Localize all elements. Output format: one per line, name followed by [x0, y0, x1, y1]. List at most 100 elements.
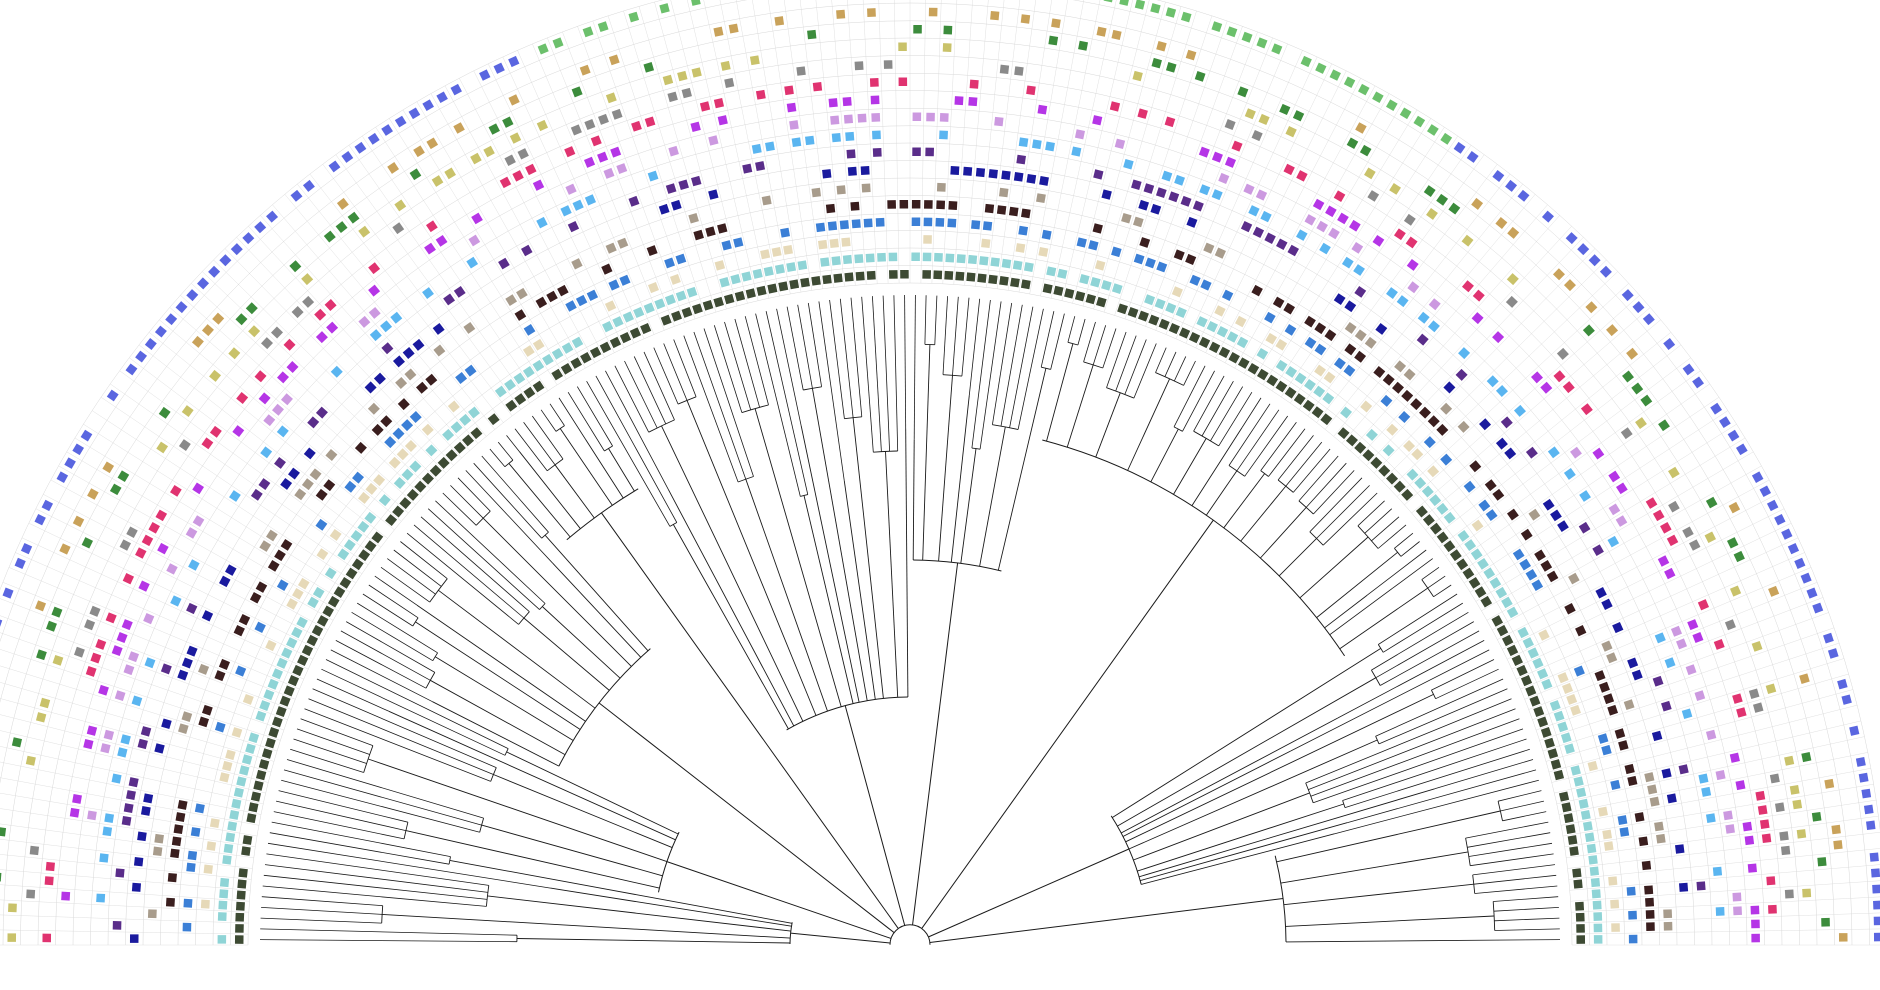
heatmap-cell: [654, 298, 666, 310]
tree-leaf-branch: [942, 296, 948, 375]
heatmap-cell: [1314, 364, 1326, 377]
heatmap-cell: [166, 563, 178, 575]
heatmap-cell: [1211, 21, 1223, 33]
heatmap-cell: [1340, 406, 1353, 419]
grid-ring-line: [0, 20, 1835, 946]
heatmap-cell: [1525, 685, 1537, 697]
grid-spoke-line: [0, 649, 281, 741]
heatmap-cell: [431, 175, 444, 187]
heatmap-cell: [1519, 558, 1532, 571]
heatmap-cell: [25, 755, 36, 766]
tree-leaf-branch: [1260, 422, 1297, 471]
heatmap-cell: [435, 234, 448, 247]
heatmap-cell: [1635, 417, 1647, 429]
heatmap-cell: [789, 120, 799, 130]
heatmap-cell: [1016, 154, 1026, 165]
tree-leaf-branch: [1313, 728, 1524, 804]
heatmap-cell: [1525, 568, 1538, 581]
heatmap-cell: [939, 113, 949, 122]
tree-leaf-branch: [283, 769, 482, 826]
heatmap-cell: [572, 199, 584, 211]
heatmap-cell: [597, 21, 609, 33]
heatmap-cell: [121, 815, 132, 826]
heatmap-cell: [867, 8, 876, 17]
heatmap-cell: [165, 897, 175, 907]
heatmap-cell: [1174, 174, 1185, 186]
tree-leaf-branch: [260, 917, 382, 924]
heatmap-cell: [1531, 579, 1544, 591]
heatmap-cell: [872, 130, 881, 140]
heatmap-cell: [225, 749, 236, 761]
heatmap-cell: [238, 613, 251, 626]
heatmap-cell: [967, 254, 978, 265]
heatmap-cell: [1586, 843, 1597, 854]
heatmap-cell: [0, 827, 7, 837]
heatmap-cell: [442, 428, 455, 441]
tree-leaf-branch: [304, 708, 491, 782]
tree-leaf-branch: [1394, 532, 1414, 549]
heatmap-cell: [751, 143, 762, 154]
heatmap-cell: [1092, 223, 1103, 234]
heatmap-cell: [335, 221, 348, 234]
tree-node-arc: [504, 459, 514, 468]
grid-spoke-line: [502, 56, 635, 344]
tree-node-arc: [363, 745, 374, 773]
heatmap-cell: [259, 540, 272, 552]
heatmap-cell: [20, 543, 33, 555]
tree-branch: [368, 758, 668, 863]
grid-spoke-line: [180, 295, 416, 505]
heatmap-cell: [791, 137, 802, 148]
heatmap-cell: [811, 276, 821, 286]
heatmap-cell: [464, 364, 477, 377]
heatmap-cell: [138, 580, 150, 592]
heatmap-cell: [1304, 315, 1316, 328]
grid-spoke-line: [1539, 642, 1840, 741]
heatmap-cell: [1341, 256, 1354, 269]
heatmap-cell: [133, 857, 144, 867]
tree-leaf-branch: [1378, 593, 1458, 645]
heatmap-cell: [369, 329, 382, 342]
heatmap-cell: [1414, 477, 1427, 490]
heatmap-cell: [1698, 773, 1709, 784]
tree-leaf-branch: [267, 842, 551, 889]
grid-spoke-line: [0, 869, 251, 891]
tree-leaf-branch: [362, 593, 414, 627]
heatmap-cell: [820, 257, 830, 267]
grid-spoke-line: [1558, 752, 1868, 815]
grid-spoke-line: [719, 0, 780, 297]
tree-leaf-branch: [673, 339, 697, 397]
heatmap-cell: [1348, 219, 1361, 232]
heatmap-cell: [344, 480, 357, 493]
heatmap-cell: [387, 162, 400, 174]
heatmap-cell: [494, 385, 507, 398]
heatmap-cell: [126, 526, 138, 539]
heatmap-cell: [755, 161, 766, 172]
heatmap-cell: [1704, 531, 1716, 543]
tree-leaf-branch: [278, 790, 408, 823]
grid-spoke-line: [654, 1, 738, 307]
heatmap-cell: [1364, 167, 1376, 180]
tree-branch: [598, 702, 895, 934]
heatmap-cell: [990, 11, 1000, 21]
heatmap-cell: [888, 252, 898, 262]
heatmap-cell: [140, 726, 152, 737]
heatmap-cell: [1216, 326, 1229, 338]
heatmap-cell: [463, 321, 476, 334]
heatmap-cell: [1579, 490, 1591, 502]
grid-spoke-line: [1271, 126, 1445, 391]
grid-spoke-line: [1224, 85, 1376, 363]
tree-branch: [1191, 427, 1243, 506]
tree-node-arc: [1309, 531, 1324, 546]
heatmap-cell: [190, 827, 201, 837]
tree-node-arc: [1277, 479, 1294, 493]
tree-leaf-branch: [273, 811, 405, 840]
tree-leaf-branch: [271, 821, 451, 857]
heatmap-cell: [845, 131, 855, 142]
heatmap-cell: [154, 325, 167, 338]
heatmap-cell: [602, 320, 614, 333]
grid-spoke-line: [1307, 164, 1498, 417]
grid-spoke-line: [784, 0, 823, 289]
heatmap-cell: [194, 803, 205, 814]
tree-branch: [1095, 392, 1121, 458]
heatmap-cell: [1138, 199, 1149, 211]
